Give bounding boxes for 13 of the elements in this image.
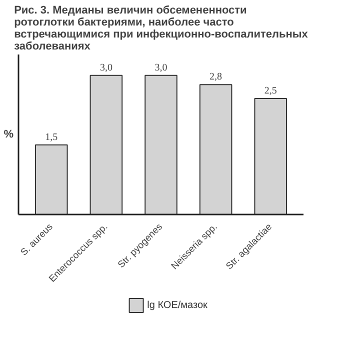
data-label: 1,5 [45,132,58,143]
data-label: 2,8 [210,72,222,83]
bar [254,98,288,214]
legend-label: lg КОЕ/мазок [147,300,208,311]
y-axis-title: % [4,128,14,140]
data-label: 3,0 [100,62,112,74]
bar [199,84,232,214]
bar [34,144,68,214]
bar [144,74,178,214]
bar [90,74,123,214]
data-label: 3,0 [154,62,168,74]
data-label: 2,5 [264,86,277,97]
chart-title: Рис. 3. Медианы величин обсемененности ротоглотки бактериями, наиболее часто встречающимися при инфекционно-воспалительных заболеваниях [14,4,309,52]
